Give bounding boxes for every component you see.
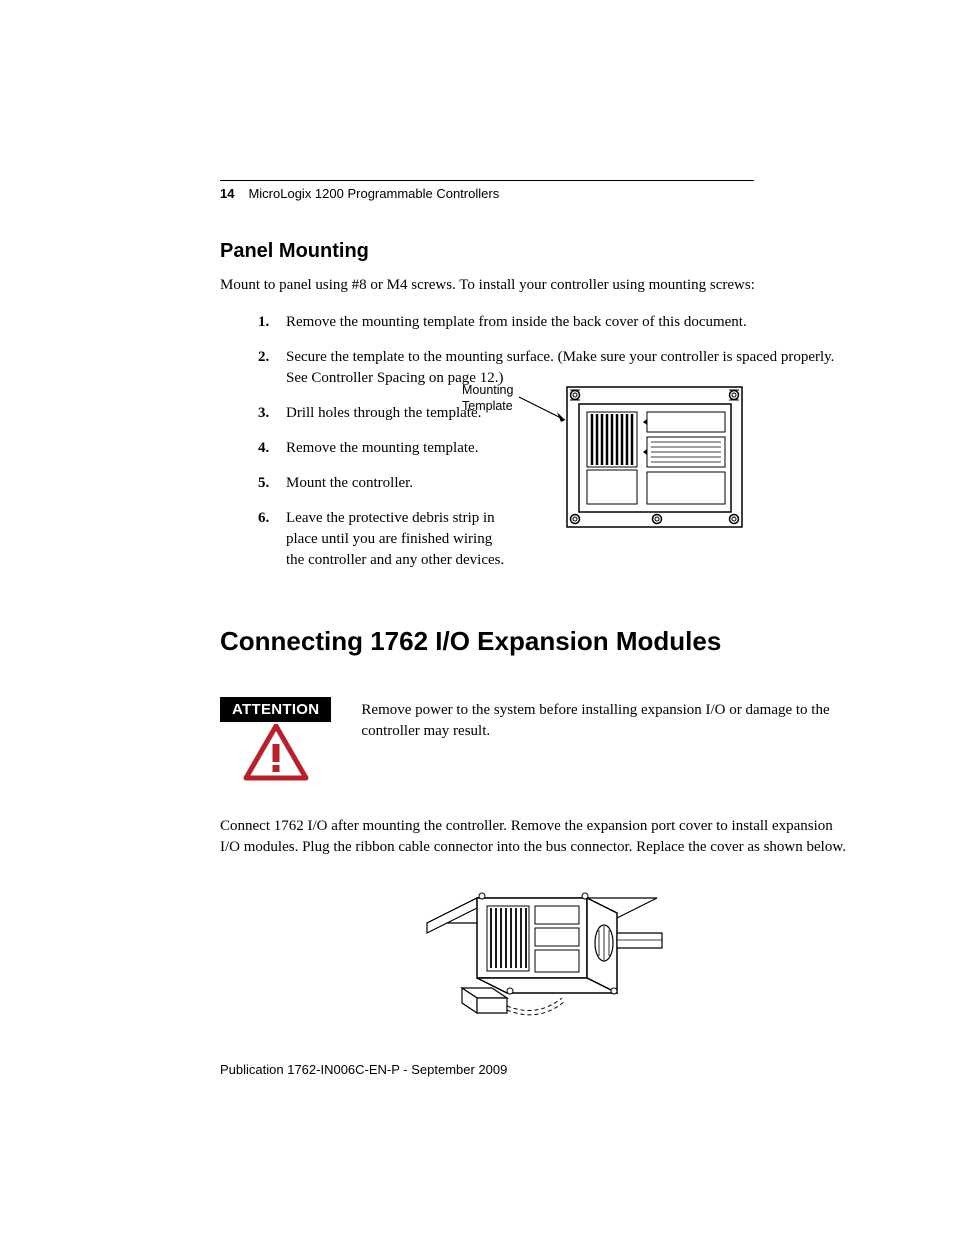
- page-header: 14 MicroLogix 1200 Programmable Controll…: [220, 180, 754, 201]
- page-number: 14: [220, 186, 234, 201]
- footer-publication: Publication 1762-IN006C-EN-P - September…: [220, 1062, 507, 1077]
- expansion-heading: Connecting 1762 I/O Expansion Modules: [220, 626, 854, 657]
- panel-mounting-heading: Panel Mounting: [220, 240, 854, 263]
- controller-iso-icon: [407, 878, 667, 1028]
- controller-front-icon: [517, 382, 752, 532]
- panel-mounting-intro: Mount to panel using #8 or M4 screws. To…: [220, 275, 854, 296]
- mounting-figure: Mounting Template: [462, 382, 752, 532]
- steps-container: 1.Remove the mounting template from insi…: [220, 312, 854, 571]
- attention-icon-group: ATTENTION: [220, 697, 331, 782]
- step-item: 1.Remove the mounting template from insi…: [286, 312, 854, 333]
- attention-label: ATTENTION: [220, 697, 331, 722]
- expansion-figure: [220, 878, 854, 1033]
- figure-caption: Mounting Template: [462, 382, 513, 415]
- attention-text: Remove power to the system before instal…: [361, 697, 854, 742]
- attention-callout: ATTENTION Remove power to the system bef…: [220, 697, 854, 782]
- header-doc-title: MicroLogix 1200 Programmable Controllers: [248, 186, 499, 201]
- expansion-body: Connect 1762 I/O after mounting the cont…: [220, 816, 854, 858]
- warning-triangle-icon: [242, 724, 310, 782]
